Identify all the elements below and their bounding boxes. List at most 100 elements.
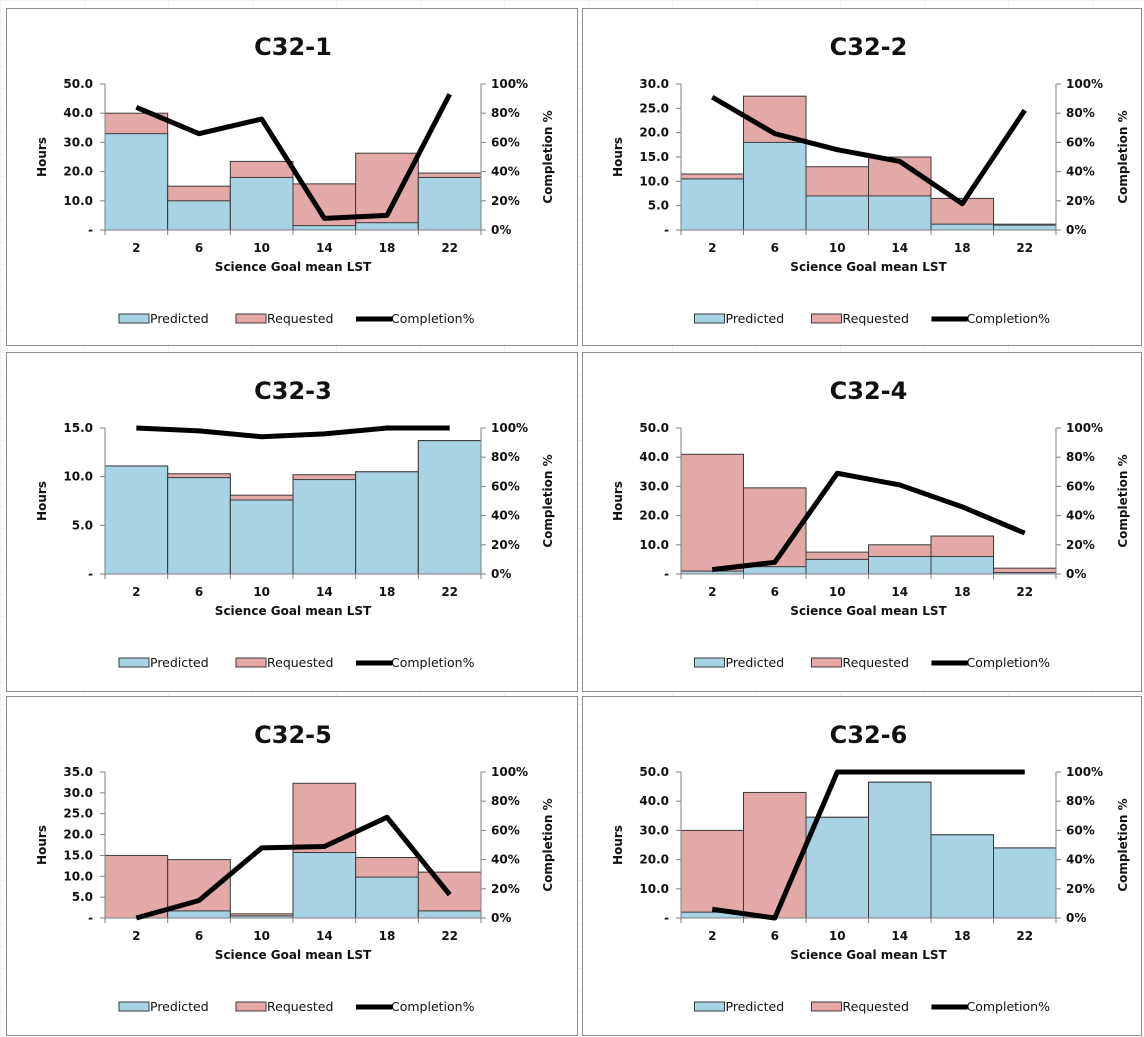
x-axis-title: Science Goal mean LST [790, 260, 947, 274]
completion-line [711, 470, 1026, 573]
bar-predicted-18 [355, 876, 419, 919]
y2-tick-label: 20% [491, 194, 520, 208]
y-tick-label: 5.0 [72, 518, 93, 532]
legend: Predicted Requested Completion% [118, 311, 475, 326]
y2-tick-label: 0% [1066, 223, 1086, 237]
y2-tick-label: 40% [491, 509, 520, 523]
y-tick-label: 50.0 [639, 765, 669, 779]
y2-tick-label: 0% [491, 223, 511, 237]
bar-predicted-22 [993, 224, 1057, 231]
bar-requested-14 [292, 183, 357, 231]
bar-predicted-14 [868, 195, 932, 231]
x-tick-label: 14 [891, 929, 908, 943]
chart-title: C32-2 [830, 33, 908, 61]
y2-tick-label: 100% [491, 421, 528, 435]
y-axis-title: Hours [611, 825, 625, 865]
legend-swatch-requested [811, 657, 842, 668]
completion-line [711, 769, 1025, 921]
x-tick-label: 6 [771, 241, 779, 255]
y-tick-label: 20.0 [639, 126, 669, 140]
y2-tick-label: 20% [491, 538, 520, 552]
y2-axis-title: Completion % [541, 110, 555, 203]
bar-predicted-18 [355, 471, 419, 575]
legend-swatch-requested [235, 1001, 267, 1012]
chart-svg: C32-1 - 10.0 20.0 30.0 40.0 50.0 0% 20% 40% 60% 80%… [35, 33, 555, 326]
y2-tick-label: 80% [1066, 106, 1095, 120]
y2-tick-label: 40% [1066, 165, 1095, 179]
chart-svg: C32-5 - 5.0 10.0 15.0 20.0 25.0 30.0 35.0 0% 20% 40… [35, 721, 555, 1014]
x-tick-label: 18 [954, 585, 971, 599]
bar-predicted-22 [993, 847, 1057, 919]
legend-swatch-requested [811, 1001, 842, 1012]
y2-tick-label: 0% [491, 567, 511, 581]
bar-predicted-10 [229, 176, 294, 231]
y-tick-label: 20.0 [63, 165, 93, 179]
x-tick-label: 10 [829, 929, 846, 943]
x-tick-label: 10 [253, 585, 270, 599]
x-tick-label: 18 [954, 929, 971, 943]
legend-label-completion: Completion% [967, 999, 1051, 1014]
x-tick-label: 6 [195, 929, 203, 943]
chart-panel-2: C32-2 - 5.0 10.0 15.0 20.0 25.0 30.0 0% 20% 40% 60%… [582, 8, 1142, 346]
y-axis-title: Hours [35, 137, 49, 177]
y-tick-label: 50.0 [639, 421, 669, 435]
legend-label-requested: Requested [267, 655, 333, 670]
x-tick-label: 22 [441, 585, 458, 599]
y-tick-label: 10.0 [63, 869, 93, 883]
bar-predicted-14 [868, 781, 932, 919]
chart-title: C32-5 [254, 721, 332, 749]
y-tick-label: 5.0 [648, 199, 669, 213]
bar-predicted-10 [229, 499, 294, 575]
bar-predicted-14 [292, 479, 357, 575]
bar-predicted-10 [805, 558, 869, 575]
y2-axis-title: Completion % [541, 798, 555, 891]
x-tick-label: 18 [954, 241, 971, 255]
y-tick-label: 50.0 [63, 77, 93, 91]
y2-tick-label: 60% [491, 135, 520, 149]
x-tick-label: 2 [132, 929, 140, 943]
bar-predicted-6 [743, 566, 807, 575]
y-axis-title: Hours [35, 481, 49, 521]
bar-predicted-2 [104, 133, 169, 231]
y-tick-label: 35.0 [63, 765, 93, 779]
completion-line [710, 94, 1027, 207]
legend-swatch-predicted [694, 657, 725, 668]
x-tick-label: 6 [771, 585, 779, 599]
y2-tick-label: 40% [491, 165, 520, 179]
legend-label-requested: Requested [843, 311, 909, 326]
chart-svg: C32-2 - 5.0 10.0 15.0 20.0 25.0 30.0 0% 20% 40% 60%… [611, 33, 1130, 326]
chart-svg: C32-6 - 10.0 20.0 30.0 40.0 50.0 0% 20% 40% 60% 80%… [611, 721, 1130, 1014]
legend-swatch-predicted [694, 1001, 725, 1012]
legend: Predicted Requested Completion% [118, 655, 475, 670]
legend-label-completion: Completion% [391, 999, 475, 1014]
bar-predicted-10 [805, 195, 869, 231]
x-tick-label: 10 [253, 929, 270, 943]
y-axis-title: Hours [35, 825, 49, 865]
bar-predicted-14 [868, 555, 932, 575]
x-tick-label: 2 [708, 585, 716, 599]
bar-requested-6 [167, 859, 231, 919]
y-tick-label: - [88, 567, 93, 581]
bar-requested-2 [680, 453, 744, 575]
y2-tick-label: 100% [491, 77, 528, 91]
bar-requested-6 [743, 791, 807, 919]
legend-label-requested: Requested [267, 999, 333, 1014]
x-tick-label: 18 [379, 585, 396, 599]
x-tick-label: 10 [253, 241, 270, 255]
y2-tick-label: 80% [491, 794, 520, 808]
legend-label-predicted: Predicted [150, 311, 209, 326]
legend-label-completion: Completion% [391, 655, 475, 670]
y2-axis-title: Completion % [1116, 454, 1130, 547]
y-tick-label: 30.0 [63, 786, 93, 800]
legend: Predicted Requested Completion% [694, 999, 1051, 1014]
x-tick-label: 14 [316, 241, 333, 255]
x-tick-label: 14 [891, 585, 908, 599]
legend-swatch-predicted [118, 313, 150, 324]
chart-panel-1: C32-1 - 10.0 20.0 30.0 40.0 50.0 0% 20% 40% 60% 80%… [6, 8, 578, 346]
bar-predicted-18 [930, 834, 994, 919]
y2-tick-label: 60% [1066, 479, 1095, 493]
legend-label-predicted: Predicted [726, 999, 785, 1014]
bar-predicted-22 [417, 176, 482, 231]
y-tick-label: 40.0 [639, 794, 669, 808]
completion-line [135, 93, 452, 221]
